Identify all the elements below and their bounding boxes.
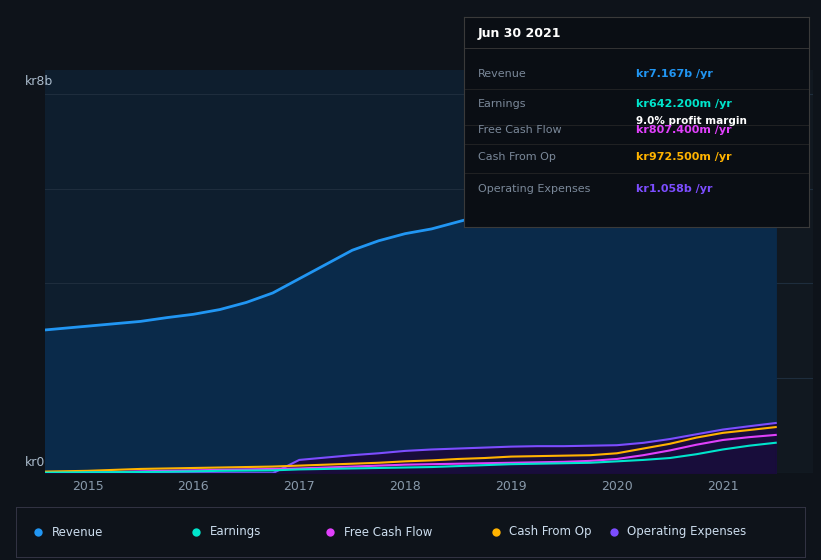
Text: kr7.167b /yr: kr7.167b /yr bbox=[636, 68, 713, 78]
Text: kr1.058b /yr: kr1.058b /yr bbox=[636, 184, 713, 194]
Text: Jun 30 2021: Jun 30 2021 bbox=[478, 27, 562, 40]
Text: Free Cash Flow: Free Cash Flow bbox=[343, 525, 432, 539]
Text: Operating Expenses: Operating Expenses bbox=[627, 525, 746, 539]
Text: kr972.500m /yr: kr972.500m /yr bbox=[636, 152, 732, 162]
Text: kr807.400m /yr: kr807.400m /yr bbox=[636, 125, 732, 135]
Text: Cash From Op: Cash From Op bbox=[509, 525, 591, 539]
Text: Operating Expenses: Operating Expenses bbox=[478, 184, 590, 194]
Text: 9.0% profit margin: 9.0% profit margin bbox=[636, 116, 747, 126]
Text: Earnings: Earnings bbox=[209, 525, 261, 539]
Text: kr642.200m /yr: kr642.200m /yr bbox=[636, 99, 732, 109]
Text: Revenue: Revenue bbox=[478, 68, 526, 78]
Text: Cash From Op: Cash From Op bbox=[478, 152, 556, 162]
Text: Revenue: Revenue bbox=[52, 525, 103, 539]
Bar bbox=[617, 70, 813, 473]
Text: Earnings: Earnings bbox=[478, 99, 526, 109]
Text: kr0: kr0 bbox=[25, 455, 45, 469]
Text: kr8b: kr8b bbox=[25, 74, 53, 88]
Text: Free Cash Flow: Free Cash Flow bbox=[478, 125, 562, 135]
